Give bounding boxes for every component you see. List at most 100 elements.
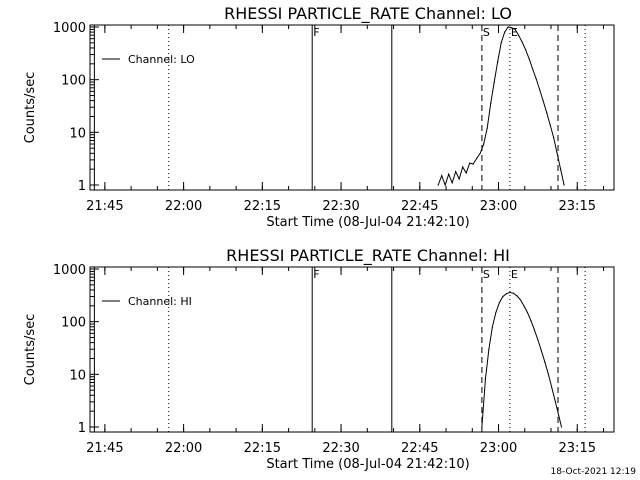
x-tick-label: 22:30 <box>322 441 359 456</box>
data-point <box>526 311 529 313</box>
y-tick-label: 1 <box>78 179 86 194</box>
series-line <box>481 291 562 428</box>
x-tick-label: 22:00 <box>165 441 202 456</box>
y-axis-label: Counts/sec <box>23 72 38 144</box>
data-point <box>505 293 507 295</box>
data-point <box>537 339 539 341</box>
data-point <box>498 302 500 304</box>
data-point <box>553 136 555 138</box>
data-point <box>560 168 562 170</box>
data-point <box>558 415 560 417</box>
data-point <box>448 173 450 175</box>
data-point <box>523 305 525 307</box>
y-tick-label: 10 <box>69 126 86 141</box>
data-point <box>465 172 467 174</box>
data-point <box>504 31 506 33</box>
data-point <box>549 124 551 126</box>
data-point <box>483 143 485 145</box>
data-point <box>512 292 515 294</box>
data-point <box>542 100 544 102</box>
x-tick-label: 21:45 <box>86 441 123 456</box>
marker-label: S <box>483 26 490 39</box>
data-point <box>491 326 493 328</box>
data-point <box>556 152 558 154</box>
legend-label: Channel: LO <box>128 53 195 66</box>
data-point <box>530 320 532 322</box>
data-point <box>490 103 492 105</box>
x-tick-label: 22:45 <box>401 199 438 214</box>
x-axis-label: Start Time (08-Jul-04 21:42:10) <box>266 457 469 472</box>
marker-label: F <box>313 268 319 281</box>
data-point <box>472 163 474 165</box>
data-point <box>547 373 550 375</box>
marker-label: E <box>511 26 518 39</box>
legend-label: Channel: HI <box>128 295 192 308</box>
data-point <box>469 162 471 164</box>
data-point <box>551 387 553 389</box>
data-point <box>455 171 457 173</box>
data-point <box>514 28 516 30</box>
data-point <box>484 378 486 380</box>
x-tick-label: 23:15 <box>559 441 596 456</box>
y-tick-label: 1 <box>78 421 86 436</box>
series-line <box>437 26 565 187</box>
data-point <box>544 361 546 363</box>
data-point <box>521 41 523 43</box>
marker-label: S <box>483 268 490 281</box>
x-tick-label: 22:45 <box>401 441 438 456</box>
data-point <box>535 78 537 80</box>
x-tick-label: 23:00 <box>480 199 517 214</box>
data-point <box>507 26 509 28</box>
data-point <box>495 311 497 313</box>
data-point <box>486 127 488 129</box>
data-point <box>481 426 483 428</box>
x-tick-label: 22:15 <box>244 441 281 456</box>
data-point <box>493 81 495 83</box>
data-point <box>476 157 478 159</box>
data-point <box>502 295 504 298</box>
timestamp: 18-Oct-2021 12:19 <box>551 467 637 477</box>
data-point <box>444 184 446 186</box>
data-point <box>488 348 490 350</box>
chart-title: RHESSI PARTICLE_RATE Channel: LO <box>224 4 512 24</box>
data-point <box>519 299 522 301</box>
data-point <box>528 58 530 60</box>
x-tick-label: 22:15 <box>244 199 281 214</box>
x-tick-label: 23:15 <box>559 199 596 214</box>
y-tick-label: 100 <box>61 74 86 89</box>
data-point <box>441 175 443 177</box>
data-point <box>509 291 511 293</box>
chart-title: RHESSI PARTICLE_RATE Channel: HI <box>226 246 510 266</box>
data-point <box>516 295 518 297</box>
y-tick-label: 1000 <box>53 263 86 278</box>
y-tick-label: 100 <box>61 316 86 331</box>
x-tick-label: 22:00 <box>165 199 202 214</box>
data-point <box>497 61 499 63</box>
data-point <box>518 34 520 36</box>
x-tick-label: 23:00 <box>480 441 517 456</box>
data-point <box>462 166 464 168</box>
data-point <box>451 182 453 184</box>
data-point <box>554 401 557 403</box>
data-point <box>500 42 502 44</box>
x-tick-label: 22:30 <box>322 199 359 214</box>
x-tick-label: 21:45 <box>86 199 123 214</box>
data-point <box>546 111 548 113</box>
data-point <box>479 152 481 154</box>
data-point <box>540 350 543 352</box>
data-point <box>563 184 565 186</box>
x-axis-label: Start Time (08-Jul-04 21:42:10) <box>266 215 469 230</box>
y-tick-label: 10 <box>69 368 86 383</box>
data-point <box>532 68 534 70</box>
data-point <box>458 178 460 180</box>
data-point <box>560 426 563 428</box>
y-tick-label: 1000 <box>53 21 86 36</box>
y-axis-label: Counts/sec <box>23 314 38 386</box>
data-point <box>533 329 536 331</box>
data-point <box>511 27 513 29</box>
data-point <box>539 88 541 91</box>
data-point <box>525 49 527 51</box>
marker-label: F <box>313 26 319 39</box>
data-point <box>437 184 439 186</box>
